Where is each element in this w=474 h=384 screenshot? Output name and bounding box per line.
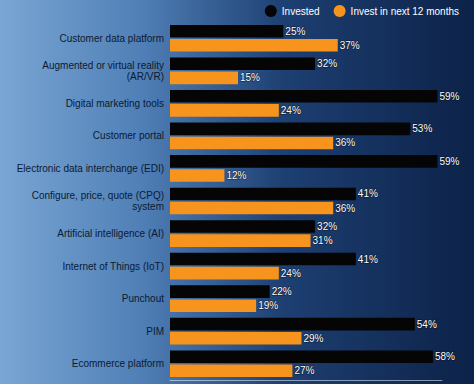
svg-text:Configure, price, quote (CPQ): Configure, price, quote (CPQ) <box>32 190 164 201</box>
svg-text:32%: 32% <box>317 221 337 232</box>
svg-text:25%: 25% <box>285 26 305 37</box>
svg-text:22%: 22% <box>272 286 292 297</box>
svg-text:Customer portal: Customer portal <box>93 130 164 141</box>
svg-text:Ecommerce platform: Ecommerce platform <box>72 358 164 369</box>
svg-text:59%: 59% <box>439 91 459 102</box>
svg-text:37%: 37% <box>340 40 360 51</box>
svg-text:36%: 36% <box>335 137 355 148</box>
svg-text:Artificial intelligence (AI): Artificial intelligence (AI) <box>57 228 164 239</box>
svg-text:36%: 36% <box>335 203 355 214</box>
svg-text:32%: 32% <box>317 58 337 69</box>
svg-text:19%: 19% <box>258 300 278 311</box>
svg-text:Digital marketing tools: Digital marketing tools <box>66 98 164 109</box>
svg-text:(AR/VR): (AR/VR) <box>127 71 164 82</box>
svg-text:Internet of Things (IoT): Internet of Things (IoT) <box>62 261 164 272</box>
svg-text:PIM: PIM <box>146 326 164 337</box>
svg-text:15%: 15% <box>240 72 260 83</box>
svg-text:54%: 54% <box>417 319 437 330</box>
svg-text:12%: 12% <box>226 170 246 181</box>
svg-text:29%: 29% <box>303 333 323 344</box>
svg-text:41%: 41% <box>358 188 378 199</box>
svg-text:Customer data platform: Customer data platform <box>60 33 165 44</box>
svg-text:58%: 58% <box>435 351 455 362</box>
svg-text:system: system <box>132 201 164 212</box>
svg-text:27%: 27% <box>294 365 314 376</box>
svg-text:Electronic data interchange (E: Electronic data interchange (EDI) <box>17 163 164 174</box>
svg-text:53%: 53% <box>412 123 432 134</box>
svg-text:59%: 59% <box>439 156 459 167</box>
svg-text:Invested: Invested <box>282 6 320 17</box>
svg-text:24%: 24% <box>281 105 301 116</box>
svg-text:Augmented or virtual reality: Augmented or virtual reality <box>42 60 164 71</box>
svg-text:Invest in next 12 months: Invest in next 12 months <box>351 6 459 17</box>
svg-text:24%: 24% <box>281 268 301 279</box>
svg-text:31%: 31% <box>313 235 333 246</box>
svg-text:41%: 41% <box>358 254 378 265</box>
svg-text:Punchout: Punchout <box>122 293 164 304</box>
